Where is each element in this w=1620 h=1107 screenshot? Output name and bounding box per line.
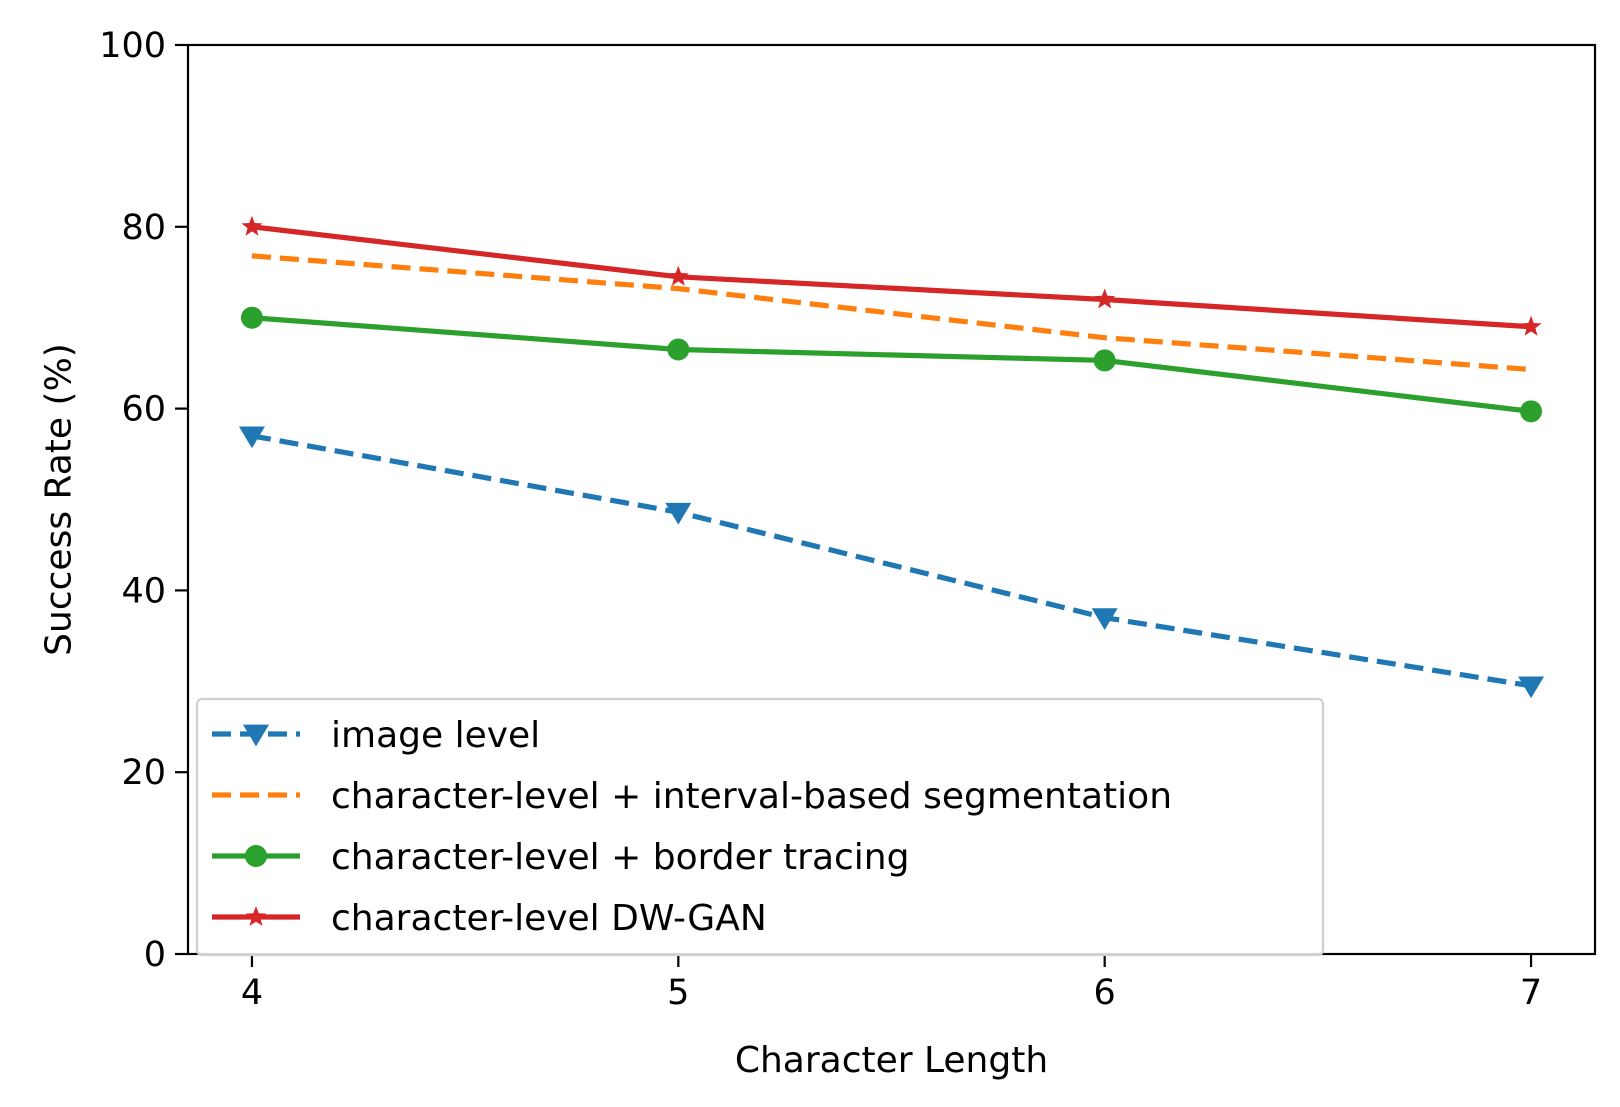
y-tick-label: 0	[144, 935, 166, 975]
x-tick-label: 5	[667, 973, 689, 1013]
data-point-star	[241, 215, 263, 236]
legend-label: character-level DW-GAN	[331, 898, 767, 939]
data-point-triangle	[1091, 608, 1118, 631]
y-tick-label: 60	[121, 390, 166, 430]
data-point-circle	[1093, 349, 1116, 372]
data-point-circle	[240, 306, 263, 329]
y-tick-label: 100	[99, 26, 166, 66]
series-line	[251, 224, 1532, 330]
y-axis-label: Success Rate (%)	[39, 343, 80, 656]
y-tick-label: 40	[121, 571, 166, 611]
y-axis: 0 20 40 60 80 100	[99, 26, 188, 975]
x-tick-label: 4	[241, 973, 263, 1013]
x-axis-label: Character Length	[735, 1040, 1048, 1081]
data-point-star	[667, 265, 689, 286]
x-tick-label: 6	[1094, 973, 1116, 1013]
series-character-level-dw-gan	[241, 215, 1542, 336]
data-point-triangle	[1518, 676, 1545, 699]
legend-label: character-level + border tracing	[331, 837, 909, 878]
legend-box	[195, 697, 1325, 957]
legend-label: image level	[331, 715, 540, 756]
data-point-triangle	[238, 426, 265, 449]
data-point-star	[245, 906, 267, 926]
series-layer	[238, 215, 1545, 699]
series-character-level-border-tracing	[240, 306, 1543, 423]
x-axis: 4 5 6 7	[241, 954, 1542, 1013]
legend: image level character-level + interval-ba…	[195, 697, 1325, 957]
x-tick-label: 7	[1520, 973, 1542, 1013]
series-line	[251, 253, 1532, 373]
series-image-level	[238, 426, 1545, 699]
data-point-star	[1520, 315, 1542, 336]
data-point-circle	[245, 845, 267, 867]
data-point-circle	[1520, 400, 1543, 423]
data-point-circle	[667, 338, 690, 361]
data-point-triangle	[665, 502, 692, 525]
data-point-triangle	[243, 724, 269, 747]
series-character-level-interval-based-segmentation	[251, 253, 1532, 373]
legend-label: character-level + interval-based segment…	[331, 776, 1172, 817]
y-tick-label: 80	[121, 208, 166, 248]
series-line	[251, 433, 1532, 689]
series-line	[251, 315, 1532, 414]
y-tick-label: 20	[121, 753, 166, 793]
data-point-star	[1094, 288, 1116, 309]
